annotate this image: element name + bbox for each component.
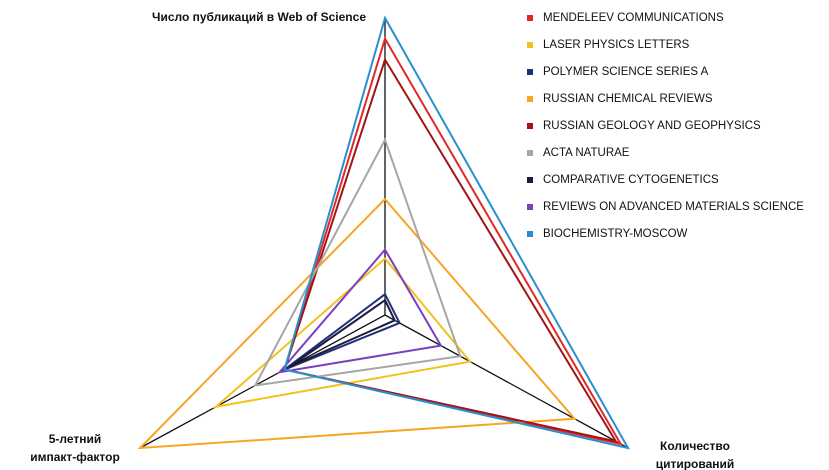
legend-swatch <box>527 150 533 156</box>
series-polygon <box>137 197 577 450</box>
legend-label: POLYMER SCIENCE SERIES A <box>543 66 709 78</box>
legend-swatch <box>527 231 533 237</box>
legend-label: RUSSIAN CHEMICAL REVIEWS <box>543 93 713 105</box>
axis-label: цитирований <box>656 457 735 470</box>
series-polygon <box>253 137 462 387</box>
axis-label: Число публикаций в Web of Science <box>152 10 366 24</box>
series-polygon <box>283 292 401 371</box>
axis-label: импакт-фактор <box>30 450 120 464</box>
legend-label: COMPARATIVE CYTOGENETICS <box>543 174 719 186</box>
axis-label: 5-летний <box>49 432 102 446</box>
legend-swatch <box>527 123 533 129</box>
legend-label: REVIEWS ON ADVANCED MATERIALS SCIENCE <box>543 201 804 213</box>
series-polygon <box>277 247 443 374</box>
series-polygon <box>288 298 397 368</box>
axis-line <box>139 314 386 449</box>
legend-label: MENDELEEV COMMUNICATIONS <box>543 12 724 24</box>
legend-swatch <box>527 69 533 75</box>
legend-swatch <box>527 42 533 48</box>
legend-swatch <box>527 177 533 183</box>
legend-label: RUSSIAN GEOLOGY AND GEOPHYSICS <box>543 120 761 132</box>
legend-swatch <box>527 204 533 210</box>
legend-swatch <box>527 15 533 21</box>
series-polygon <box>283 57 618 443</box>
axis-label: Количество <box>660 439 730 453</box>
legend-swatch <box>527 96 533 102</box>
legend-label: BIOCHEMISTRY-MOSCOW <box>543 228 688 240</box>
series-polygon <box>212 257 472 409</box>
series-polygon <box>283 15 630 450</box>
axis-line <box>384 314 629 449</box>
legend-label: ACTA NATURAE <box>543 147 630 159</box>
legend-label: LASER PHYSICS LETTERS <box>543 39 690 51</box>
